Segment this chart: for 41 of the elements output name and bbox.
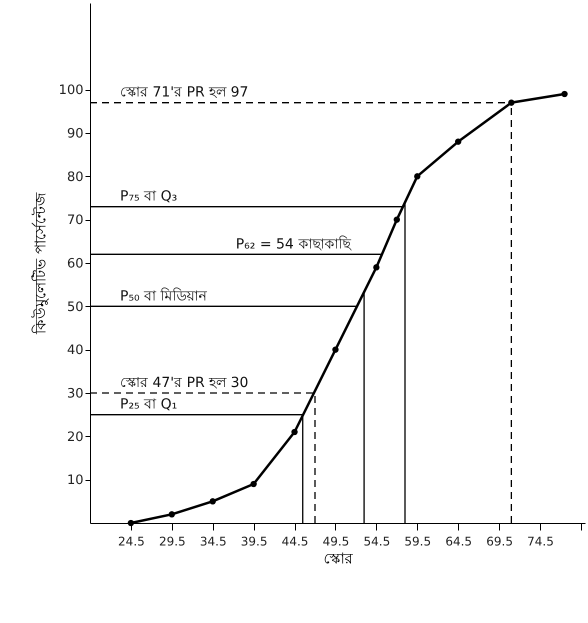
point xyxy=(373,264,380,270)
point xyxy=(250,480,257,488)
x-tick-label: 49.5 xyxy=(322,534,350,548)
point xyxy=(210,498,216,504)
x-tick-label: 54.5 xyxy=(364,534,390,548)
y-tick-label: 30 xyxy=(66,386,84,402)
x-tick-label: 29.5 xyxy=(158,534,186,548)
point xyxy=(168,511,175,518)
y-tick-label: 70 xyxy=(66,213,84,228)
point xyxy=(561,90,568,98)
y-tick-label: 10 xyxy=(66,473,84,488)
ref-line-label: স্কোর 71'র PR হল 97 xyxy=(120,84,248,101)
ref-line-label: P₇₅ বা Q₃ xyxy=(120,188,178,205)
point xyxy=(414,173,420,180)
x-tick-label: 34.5 xyxy=(200,534,227,548)
point xyxy=(455,138,462,145)
y-tick-label: 100 xyxy=(58,83,84,98)
y-tick-label: 20 xyxy=(66,430,84,445)
annotation: P₆₂ = 54 কাছাকাছি xyxy=(236,235,352,252)
point xyxy=(291,428,298,436)
y-tick-label: 50 xyxy=(66,300,84,315)
x-tick-label: 59.5 xyxy=(404,534,432,548)
x-tick-label: 69.5 xyxy=(486,534,513,548)
point xyxy=(394,216,400,223)
y-tick-label: 80 xyxy=(66,170,84,185)
y-tick-label: 40 xyxy=(66,343,84,358)
x-axis-title: স্কোর xyxy=(324,550,354,568)
x-tick-label: 39.5 xyxy=(240,534,268,548)
x-tick-label: 64.5 xyxy=(445,534,472,548)
point xyxy=(508,100,515,106)
ref-line-label: P₅₀ বা মিডিয়ান xyxy=(120,287,208,304)
x-tick-label: 24.5 xyxy=(118,534,145,548)
point xyxy=(128,520,134,526)
y-tick-label: 60 xyxy=(66,256,84,272)
y-tick-label: 90 xyxy=(66,126,84,142)
point xyxy=(332,346,339,353)
ref-line-label: স্কোর 47'র PR হল 30 xyxy=(120,375,248,391)
x-tick-label: 74.5 xyxy=(527,534,554,548)
y-axis-title: কিউমুলেটিভ পার্সেন্টেজ xyxy=(32,192,50,335)
ref-line-label: P₂₅ বা Q₁ xyxy=(120,396,178,413)
x-tick-label: 44.5 xyxy=(282,534,308,548)
